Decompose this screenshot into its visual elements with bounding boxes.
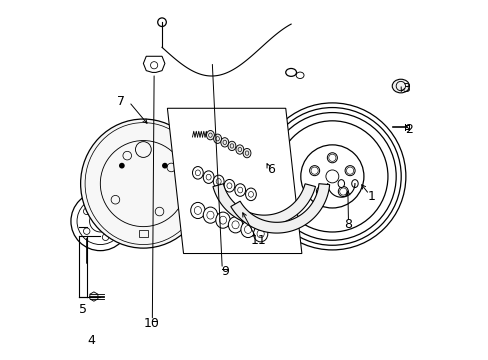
Text: 7: 7 — [117, 95, 124, 108]
Text: 8: 8 — [344, 218, 352, 231]
Text: 2: 2 — [405, 123, 412, 136]
Ellipse shape — [213, 134, 221, 143]
Ellipse shape — [253, 226, 267, 242]
Ellipse shape — [81, 119, 206, 248]
Ellipse shape — [241, 221, 255, 238]
Text: 5: 5 — [79, 303, 87, 316]
Ellipse shape — [192, 167, 203, 179]
Ellipse shape — [213, 175, 224, 188]
Ellipse shape — [285, 68, 296, 76]
Ellipse shape — [235, 145, 244, 154]
Ellipse shape — [337, 180, 344, 188]
Circle shape — [326, 153, 337, 163]
Circle shape — [338, 186, 347, 197]
Polygon shape — [90, 292, 98, 301]
Ellipse shape — [245, 188, 256, 201]
Circle shape — [316, 186, 326, 197]
Circle shape — [325, 170, 338, 183]
Ellipse shape — [224, 180, 234, 192]
Polygon shape — [230, 184, 329, 233]
Polygon shape — [167, 108, 301, 253]
Text: 10: 10 — [143, 317, 159, 330]
Text: 9: 9 — [221, 265, 228, 278]
Circle shape — [162, 163, 167, 168]
Ellipse shape — [215, 212, 230, 228]
Bar — [139, 230, 147, 237]
Circle shape — [345, 166, 354, 176]
Circle shape — [119, 163, 124, 168]
Polygon shape — [212, 184, 315, 226]
Circle shape — [158, 18, 166, 27]
Circle shape — [89, 211, 111, 232]
Ellipse shape — [351, 180, 357, 188]
Text: 4: 4 — [87, 334, 95, 347]
Ellipse shape — [190, 202, 204, 219]
Ellipse shape — [206, 131, 214, 140]
Text: 3: 3 — [401, 82, 409, 95]
Ellipse shape — [228, 217, 242, 233]
Ellipse shape — [391, 79, 408, 93]
Ellipse shape — [243, 148, 250, 158]
Circle shape — [309, 166, 319, 176]
Text: 1: 1 — [367, 190, 375, 203]
Ellipse shape — [234, 184, 245, 196]
Text: 11: 11 — [250, 234, 266, 247]
Ellipse shape — [221, 138, 228, 147]
Ellipse shape — [203, 171, 214, 183]
Ellipse shape — [203, 207, 217, 223]
Ellipse shape — [227, 141, 235, 150]
Text: 6: 6 — [267, 163, 275, 176]
